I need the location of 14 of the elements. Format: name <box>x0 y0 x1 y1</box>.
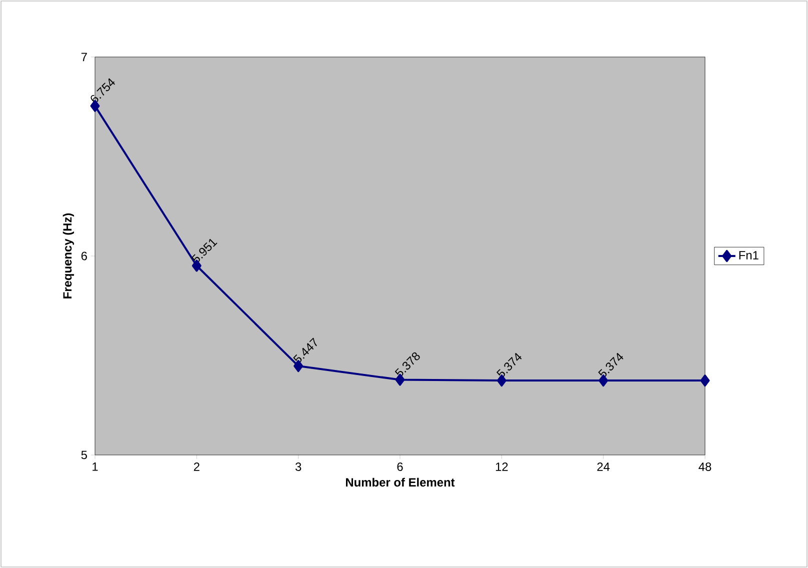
x-tick-label: 2 <box>194 462 200 471</box>
legend-label: Fn1 <box>739 251 758 260</box>
y-tick-label: 7 <box>81 52 87 62</box>
point <box>700 374 710 387</box>
y-axis-title: Frequency (Hz) <box>62 213 74 298</box>
x-tick-label: 24 <box>597 462 610 471</box>
x-tick-label: 48 <box>698 462 712 471</box>
y-tick-label: 6 <box>81 252 87 260</box>
x-tick-label: 6 <box>397 462 403 471</box>
x-axis-title: Number of Element <box>346 478 455 487</box>
x-tick-label: 12 <box>496 462 508 471</box>
y-tick-label: 5 <box>81 450 87 460</box>
x-tick-label: 3 <box>295 462 302 471</box>
x-tick-label: 1 <box>92 462 98 471</box>
